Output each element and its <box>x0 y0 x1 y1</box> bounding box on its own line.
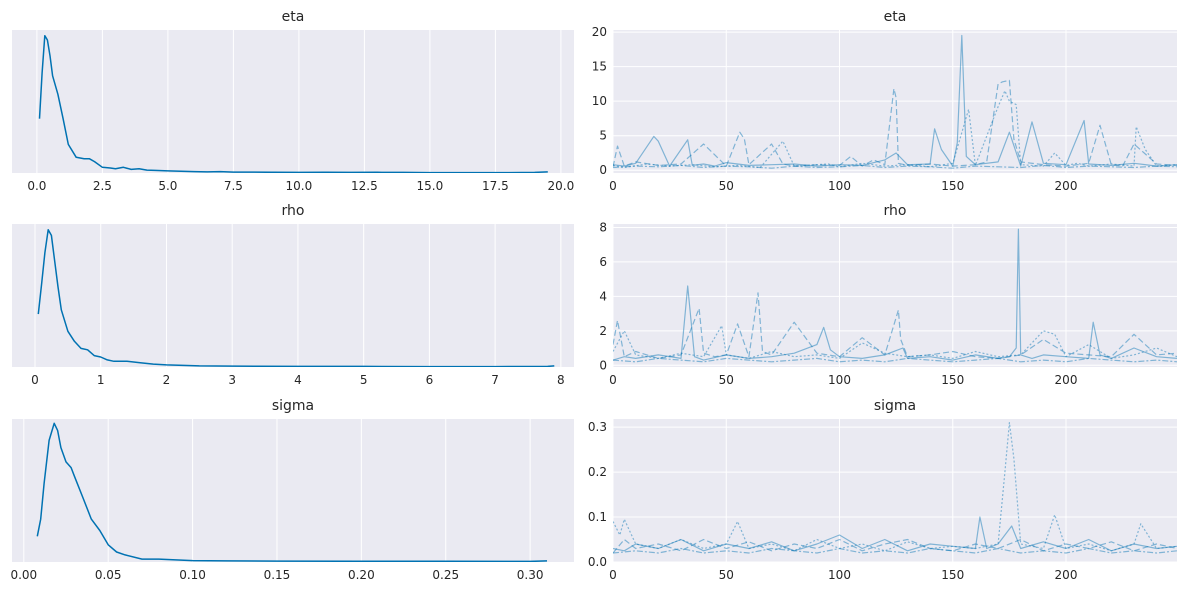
series-line-chain-1 <box>613 34 1177 167</box>
subplot-trace-eta: 0 50 100 150 200 0 5 10 15 20 eta <box>592 9 1177 193</box>
x-tick-label: 5 <box>360 373 368 387</box>
series-line-chain-1 <box>613 516 1177 552</box>
x-tick-label: 0 <box>609 373 617 387</box>
subplot-title: eta <box>884 9 907 25</box>
x-tick-label: 150 <box>941 373 964 387</box>
series-line-chain-3 <box>613 90 1177 169</box>
x-tick-label: 50 <box>719 568 734 582</box>
x-tick-label: 8 <box>557 373 565 387</box>
x-tick-label: 200 <box>1055 179 1078 193</box>
series-line-chain-1 <box>613 228 1177 361</box>
subplot-title: sigma <box>874 398 916 414</box>
x-tick-label: 0.00 <box>10 568 37 582</box>
subplot-title: rho <box>884 203 907 219</box>
y-tick-label: 20 <box>592 25 607 39</box>
x-tick-label: 1 <box>97 373 105 387</box>
x-tick-label: 12.5 <box>351 179 378 193</box>
y-tick-label: 0 <box>599 163 607 177</box>
x-tick-label: 4 <box>294 373 302 387</box>
y-tick-label: 0.2 <box>588 465 607 479</box>
subplot-trace-rho: 0 50 100 150 200 0 2 4 6 8 rho <box>599 203 1177 387</box>
y-tick-label: 2 <box>599 324 607 338</box>
x-tick-label: 150 <box>941 179 964 193</box>
x-tick-label: 2.5 <box>93 179 112 193</box>
x-tick-label: 50 <box>719 179 734 193</box>
x-tick-label: 0.05 <box>95 568 122 582</box>
series-line-chain-4 <box>613 164 1177 169</box>
series-line-chain-4 <box>613 357 1177 363</box>
subplot-title: eta <box>282 9 305 25</box>
series-line-chain-2 <box>613 292 1177 359</box>
x-tick-label: 0.20 <box>348 568 375 582</box>
x-tick-label: 3 <box>228 373 236 387</box>
series-line-chain-3 <box>613 325 1177 359</box>
subplot-title: sigma <box>272 398 314 414</box>
y-tick-label: 0.1 <box>588 510 607 524</box>
x-tick-label: 50 <box>719 373 734 387</box>
y-tick-label: 8 <box>599 220 607 234</box>
x-tick-label: 0 <box>31 373 39 387</box>
x-tick-label: 6 <box>426 373 434 387</box>
y-tick-label: 0 <box>599 358 607 372</box>
x-tick-label: 0 <box>609 568 617 582</box>
plot-background <box>12 30 574 173</box>
x-tick-label: 100 <box>828 568 851 582</box>
x-tick-label: 0.0 <box>27 179 46 193</box>
subplot-title: rho <box>282 203 305 219</box>
x-tick-label: 15.0 <box>417 179 444 193</box>
series-line-eta-density <box>38 34 548 173</box>
x-tick-label: 17.5 <box>482 179 509 193</box>
y-tick-label: 4 <box>599 289 607 303</box>
series-line-sigma-density <box>36 422 548 562</box>
y-tick-label: 10 <box>592 94 607 108</box>
y-tick-label: 15 <box>592 60 607 74</box>
x-tick-label: 100 <box>828 373 851 387</box>
x-tick-label: 100 <box>828 179 851 193</box>
series-line-chain-3 <box>613 422 1177 552</box>
series-line-chain-2 <box>613 79 1177 167</box>
subplot-density-eta: 0.0 2.5 5.0 7.5 10.0 12.5 15.0 17.5 20.0 eta <box>12 9 574 193</box>
y-tick-label: 5 <box>599 129 607 143</box>
plot-background <box>12 419 574 562</box>
x-tick-label: 150 <box>941 568 964 582</box>
plot-background <box>12 224 574 367</box>
x-tick-label: 5.0 <box>158 179 177 193</box>
x-tick-label: 7 <box>491 373 499 387</box>
x-tick-label: 200 <box>1055 568 1078 582</box>
subplot-trace-sigma: 0 50 100 150 200 0.0 0.1 0.2 0.3 sigma <box>588 398 1177 582</box>
x-tick-label: 0.25 <box>432 568 459 582</box>
plot-background <box>613 419 1177 562</box>
subplot-density-rho: 0 1 2 3 4 5 6 7 8 rho <box>12 203 574 387</box>
x-tick-label: 20.0 <box>548 179 575 193</box>
y-tick-label: 0.0 <box>588 555 607 569</box>
x-tick-label: 0.15 <box>264 568 291 582</box>
x-tick-label: 2 <box>163 373 171 387</box>
x-tick-label: 0.30 <box>517 568 544 582</box>
x-tick-label: 10.0 <box>286 179 313 193</box>
plot-background <box>613 224 1177 367</box>
y-tick-label: 6 <box>599 255 607 269</box>
series-line-chain-4 <box>613 547 1177 554</box>
x-tick-label: 7.5 <box>224 179 243 193</box>
x-tick-label: 200 <box>1055 373 1078 387</box>
series-line-rho-density <box>37 228 555 367</box>
y-tick-label: 0.3 <box>588 420 607 434</box>
x-tick-label: 0.10 <box>179 568 206 582</box>
x-tick-label: 0 <box>609 179 617 193</box>
subplot-density-sigma: 0.00 0.05 0.10 0.15 0.20 0.25 0.30 sigma <box>10 398 574 582</box>
